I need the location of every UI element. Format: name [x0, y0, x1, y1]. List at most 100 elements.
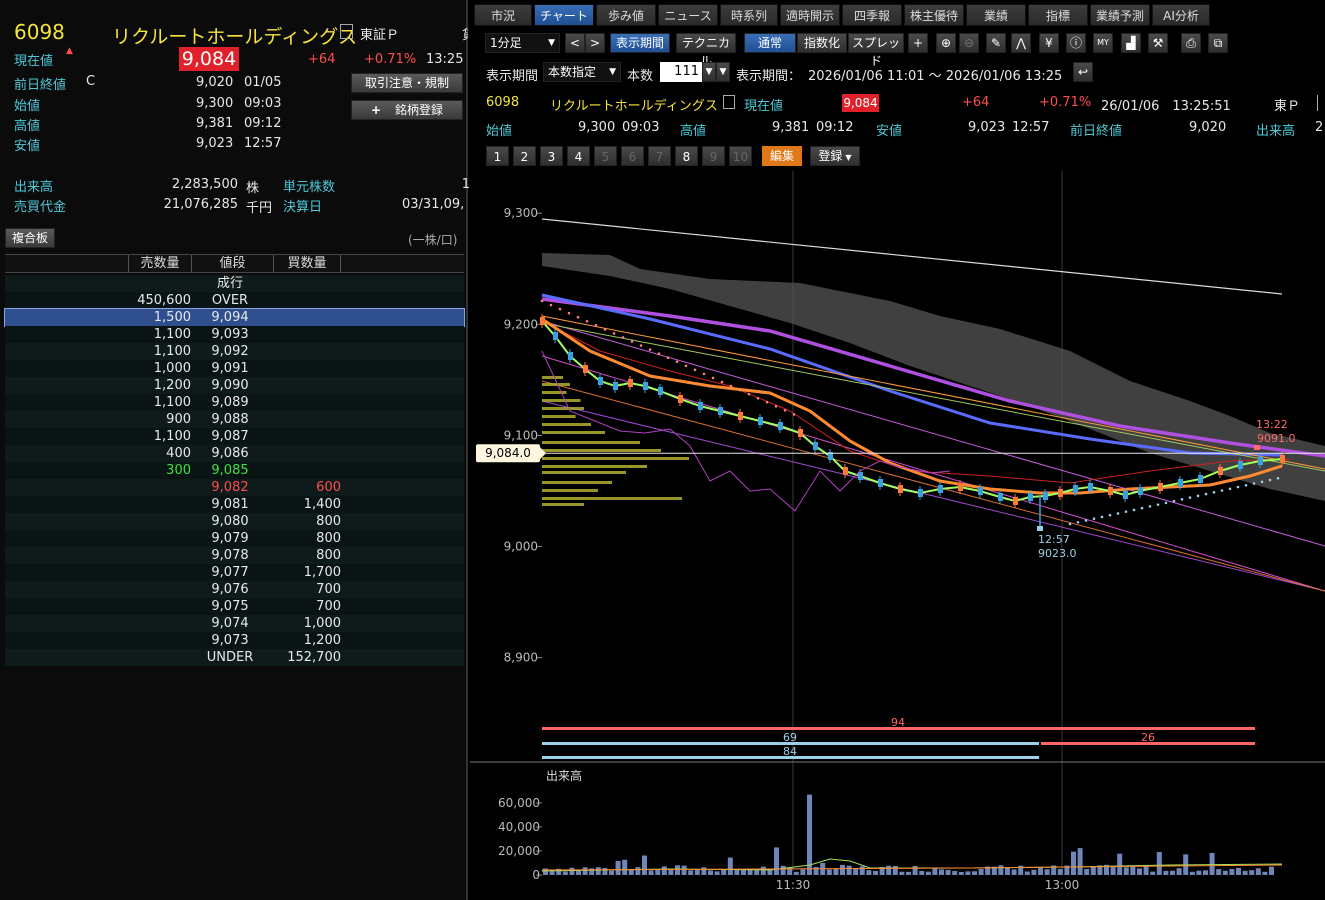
board-row[interactable]: 9,077 1,700 — [5, 564, 464, 581]
tab-8[interactable]: 業績 — [966, 4, 1026, 26]
candle-body — [698, 402, 703, 410]
register-dropdown[interactable]: 登録 ▼ — [810, 146, 860, 166]
board-row[interactable]: UNDER 152,700 — [5, 649, 464, 666]
price: 9,081 — [211, 497, 249, 512]
chart-current-value: 9,084 — [842, 94, 879, 112]
price: 9,094 — [211, 310, 249, 325]
board-row[interactable]: 9,082 600 — [5, 479, 464, 496]
page-button-3[interactable]: 3 — [540, 146, 563, 166]
price-chart[interactable]: 9,300 9,200 9,100 9,000 8,900 9,084.0 13:22909… — [470, 171, 1325, 900]
spread-button[interactable]: スプレッド — [848, 33, 904, 68]
tab-2[interactable]: 歩み値 — [596, 4, 656, 26]
sell-qty: 300 — [166, 463, 191, 478]
pattern-icon[interactable]: ⋀ — [1011, 33, 1031, 53]
board-row[interactable]: 1,100 9,092 — [5, 343, 464, 360]
yen-icon[interactable]: ¥ — [1039, 33, 1059, 53]
trade-rules-button[interactable]: 取引注意・規制 — [351, 73, 463, 93]
memo-icon[interactable] — [723, 95, 735, 109]
bar-chart-icon[interactable]: ▟ — [1121, 33, 1141, 53]
board-row[interactable]: 1,100 9,087 — [5, 428, 464, 445]
my-chart-icon[interactable]: MY — [1093, 33, 1113, 53]
zoom-in-icon[interactable]: ⊕ — [936, 33, 956, 53]
pencil-icon[interactable]: ✎ — [986, 33, 1006, 53]
page-button-9[interactable]: 9 — [702, 146, 725, 166]
volume-bar — [562, 871, 568, 875]
register-stock-button[interactable]: + 銘柄登録 — [351, 100, 463, 120]
board-row[interactable]: 9,078 800 — [5, 547, 464, 564]
board-row[interactable]: 400 9,086 — [5, 445, 464, 462]
page-button-8[interactable]: 8 — [675, 146, 698, 166]
board-row[interactable]: 9,080 800 — [5, 513, 464, 530]
page-button-10[interactable]: 10 — [729, 146, 752, 166]
board-row[interactable]: 9,075 700 — [5, 598, 464, 615]
period-mode-value: 本数指定 — [548, 65, 597, 79]
count-input[interactable]: 111 — [660, 62, 702, 82]
period-mode-select[interactable]: 本数指定 ▼ — [543, 62, 621, 82]
undo-icon[interactable]: ↩ — [1073, 62, 1093, 82]
board-row[interactable]: 9,074 1,000 — [5, 615, 464, 632]
prev-arrow-icon[interactable]: < — [565, 33, 585, 53]
tab-4[interactable]: 時系列 — [720, 4, 778, 26]
board-row[interactable]: 9,076 700 — [5, 581, 464, 598]
board-row[interactable]: 9,073 1,200 — [5, 632, 464, 649]
memo-icon[interactable] — [340, 24, 353, 39]
tab-5[interactable]: 適時開示 — [780, 4, 840, 26]
candle-body — [1108, 487, 1113, 495]
board-row[interactable]: 1,000 9,091 — [5, 360, 464, 377]
volume-bar — [675, 865, 680, 875]
plus-icon: + — [370, 103, 382, 117]
count-dropdown-icon[interactable]: ▼ — [716, 62, 730, 82]
count-stepper-icon[interactable]: ▼ — [702, 62, 716, 82]
board-row[interactable]: 1,100 9,093 — [5, 326, 464, 343]
page-button-4[interactable]: 4 — [567, 146, 590, 166]
tab-6[interactable]: 四季報 — [842, 4, 902, 26]
sar-dot — [774, 405, 778, 408]
board-row[interactable]: 900 9,088 — [5, 411, 464, 428]
board-row[interactable]: 9,081 1,400 — [5, 496, 464, 513]
popout-icon[interactable]: ⧉ — [1208, 33, 1228, 53]
period-button[interactable]: 表示期間 — [610, 33, 670, 53]
low-marker-value: 9023.0 — [1038, 547, 1077, 560]
board-type-button[interactable]: 複合板 — [5, 228, 55, 248]
tab-3[interactable]: ニュース — [658, 4, 718, 26]
volume-bar — [661, 866, 667, 875]
board-row[interactable]: 成行 — [5, 275, 464, 292]
tab-10[interactable]: 業績予測 — [1090, 4, 1150, 26]
tab-7[interactable]: 株主優待 — [904, 4, 964, 26]
page-button-5[interactable]: 5 — [594, 146, 617, 166]
technical-button[interactable]: テクニカル — [676, 33, 736, 68]
tab-11[interactable]: AI分析 — [1152, 4, 1210, 26]
index-button[interactable]: 指数化 — [797, 33, 847, 53]
volume-bar — [576, 869, 581, 875]
board-row[interactable]: 1,200 9,090 — [5, 377, 464, 394]
page-button-6[interactable]: 6 — [621, 146, 644, 166]
normal-button[interactable]: 通常 — [744, 33, 796, 53]
sar-dot — [1108, 513, 1112, 517]
tab-9[interactable]: 指標 — [1028, 4, 1088, 26]
volume-bar — [1216, 869, 1222, 875]
board-row[interactable]: 9,079 800 — [5, 530, 464, 547]
tab-1[interactable]: チャート — [534, 4, 594, 26]
wrench-icon[interactable]: ⚒ — [1148, 33, 1168, 53]
interval-select[interactable]: 1分足 ▼ — [485, 33, 560, 53]
buy-qty-header: 買数量 — [274, 255, 341, 272]
zoom-out-icon[interactable]: ⊖ — [959, 33, 979, 53]
volume-bar — [991, 866, 997, 875]
edit-button[interactable]: 編集 — [762, 146, 802, 166]
board-row[interactable]: 1,100 9,089 — [5, 394, 464, 411]
volume-bar — [899, 871, 905, 875]
candle-body — [918, 489, 923, 497]
page-button-1[interactable]: 1 — [486, 146, 509, 166]
info-icon[interactable]: ⓘ — [1066, 33, 1086, 53]
open-time: 09:03 — [244, 96, 282, 111]
volume-bar — [1150, 871, 1156, 875]
board-row[interactable]: 1,500 9,094 — [4, 308, 465, 327]
next-arrow-icon[interactable]: > — [585, 33, 605, 53]
page-button-2[interactable]: 2 — [513, 146, 536, 166]
board-row[interactable]: 450,600 OVER — [5, 292, 464, 309]
print-icon[interactable]: ⎙ — [1181, 33, 1201, 53]
crosshair-icon[interactable]: + — [908, 33, 928, 53]
page-button-7[interactable]: 7 — [648, 146, 671, 166]
tab-0[interactable]: 市況 — [474, 4, 532, 26]
board-row[interactable]: 300 9,085 — [5, 462, 464, 479]
